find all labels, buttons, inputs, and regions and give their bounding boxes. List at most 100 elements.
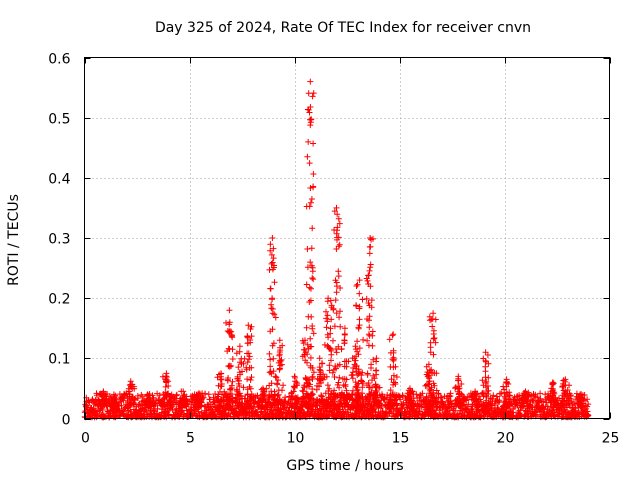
data-point (387, 387, 394, 394)
data-point (330, 403, 337, 409)
data-point (316, 376, 323, 383)
data-point (305, 138, 312, 145)
data-point (288, 389, 295, 396)
data-point (307, 199, 314, 206)
data-point (482, 357, 489, 364)
data-point (163, 370, 170, 377)
data-point (280, 382, 287, 389)
data-point (419, 390, 426, 397)
data-point (344, 396, 351, 403)
data-point (318, 360, 325, 367)
y-tick-label: 0 (62, 413, 71, 429)
data-point (218, 402, 225, 409)
data-point (336, 401, 343, 408)
data-point (536, 399, 543, 406)
data-point (363, 295, 370, 302)
data-point (548, 397, 555, 404)
data-point (482, 374, 489, 381)
data-point (246, 353, 253, 360)
data-point (193, 392, 200, 399)
data-point (390, 372, 397, 379)
data-point (270, 355, 277, 362)
data-point (381, 414, 388, 421)
data-point (226, 307, 233, 314)
data-point (144, 400, 151, 407)
data-point (120, 408, 127, 415)
data-point (321, 374, 328, 381)
data-point (272, 373, 279, 380)
data-point (336, 220, 343, 227)
data-point (309, 386, 316, 392)
data-point (270, 255, 277, 262)
data-point (267, 356, 274, 363)
data-point (303, 281, 310, 288)
data-point (337, 323, 344, 330)
data-point (310, 140, 317, 147)
data-point (320, 397, 326, 404)
data-point (507, 392, 513, 399)
data-point (405, 403, 411, 409)
data-point (248, 374, 255, 381)
data-point (356, 316, 363, 323)
data-point (364, 337, 371, 344)
data-point (576, 401, 583, 407)
data-point (359, 369, 366, 376)
data-point (482, 349, 489, 356)
data-point (485, 401, 492, 408)
data-point (247, 385, 254, 392)
chart-title: Day 325 of 2024, Rate Of TEC Index for r… (155, 20, 531, 36)
data-point (227, 386, 234, 393)
data-point (519, 403, 526, 410)
data-point (343, 393, 350, 400)
data-point (349, 369, 356, 376)
data-point (355, 392, 362, 398)
data-point (150, 394, 157, 401)
data-point (109, 403, 116, 410)
data-point (368, 361, 375, 368)
data-point (330, 337, 336, 344)
data-point (161, 395, 168, 402)
grid-lines (84, 57, 610, 419)
data-point (226, 319, 233, 326)
data-point (235, 377, 242, 384)
data-point (366, 267, 373, 274)
data-point (334, 234, 341, 241)
data-point (336, 241, 343, 248)
data-point (584, 396, 591, 403)
data-point (343, 376, 350, 383)
data-point (162, 403, 169, 410)
data-point (198, 402, 205, 409)
data-point (306, 284, 313, 291)
data-point (163, 377, 169, 384)
data-point (307, 362, 314, 369)
data-point (502, 395, 509, 402)
data-point (483, 378, 490, 385)
data-point (194, 400, 201, 407)
data-point (337, 285, 344, 291)
data-point (579, 392, 586, 399)
data-point (333, 310, 340, 317)
data-point (457, 399, 464, 406)
data-point (447, 390, 454, 397)
data-point (267, 363, 274, 370)
data-point (274, 392, 281, 399)
data-point (356, 290, 363, 297)
data-point (425, 372, 432, 379)
data-point (452, 407, 459, 414)
data-point (427, 387, 434, 394)
data-point (343, 363, 350, 370)
data-point (305, 383, 312, 390)
data-point (315, 398, 322, 405)
data-point (431, 382, 438, 389)
data-point (452, 400, 458, 407)
data-point (162, 383, 169, 390)
data-point (217, 403, 224, 410)
data-point (245, 322, 252, 329)
data-point (446, 393, 453, 400)
data-point (267, 285, 274, 292)
data-point (356, 395, 363, 402)
data-point (269, 296, 276, 303)
data-point (393, 396, 400, 403)
data-point (314, 401, 321, 408)
data-point (352, 379, 359, 386)
